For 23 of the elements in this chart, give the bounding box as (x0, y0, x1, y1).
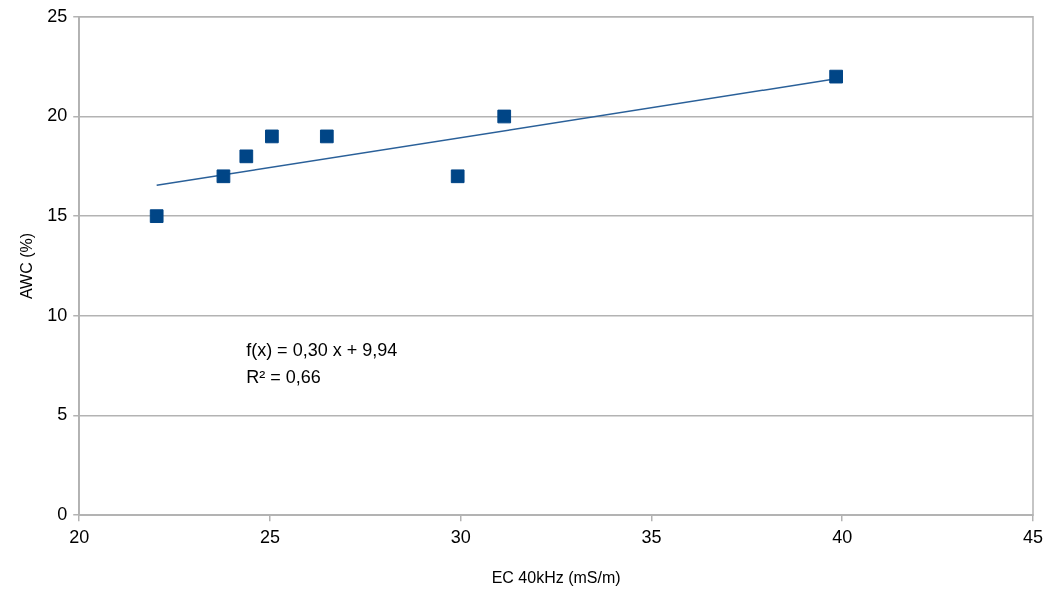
y-axis-title: AWC (%) (18, 232, 36, 300)
y-tick-label: 10 (47, 304, 68, 325)
y-tick-label: 25 (47, 5, 68, 26)
point (829, 69, 843, 84)
y-tick-label: 5 (57, 404, 68, 425)
annotation: R² = 0,66 (246, 366, 321, 387)
point (265, 129, 279, 144)
x-tick-label: 40 (832, 526, 853, 547)
point (149, 209, 164, 224)
y-tick-label: 0 (57, 504, 68, 525)
x-tick-label: 35 (641, 526, 662, 547)
point (497, 109, 512, 124)
y-tick-label: 15 (47, 205, 68, 226)
x-axis-title: EC 40kHz (mS/m) (491, 568, 621, 586)
y-tick-label: 20 (47, 105, 68, 126)
point (216, 169, 231, 184)
x-tick-label: 30 (450, 526, 471, 547)
x-tick-label: 25 (259, 526, 280, 547)
point (319, 129, 334, 144)
point (450, 169, 465, 184)
x-tick-label: 45 (1022, 526, 1044, 547)
point (239, 149, 254, 164)
annotation: f(x) = 0,30 x + 9,94 (246, 339, 398, 360)
